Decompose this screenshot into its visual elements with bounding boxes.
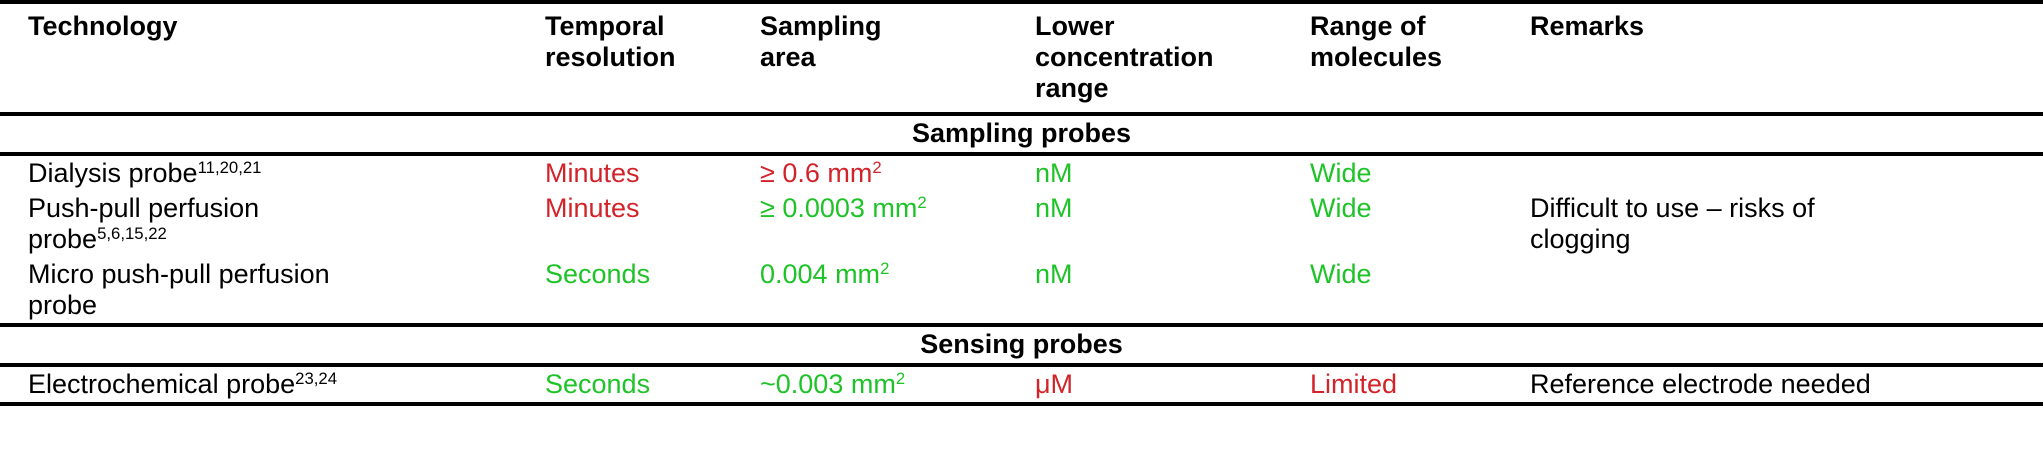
temporal-resolution-value: Seconds: [545, 369, 651, 399]
col-header-technology: Technology: [28, 11, 178, 41]
col-header-range-of-molecules: Range of molecules: [1310, 11, 1443, 72]
sampling-area-value: 0.004 mm2: [760, 258, 890, 289]
cell-lower-concentration-range: nM: [1035, 191, 1310, 257]
citation-superscript: 5,6,15,22: [97, 223, 167, 243]
lower-concentration-value: nM: [1035, 259, 1073, 289]
col-header-remarks: Remarks: [1530, 11, 1645, 41]
row-electrochemical-probe: Electrochemical probe23,24 Seconds ~0.00…: [0, 365, 2043, 406]
lower-concentration-value: nM: [1035, 158, 1073, 188]
exponent-superscript: 2: [872, 157, 882, 177]
cell-lower-concentration-range: nM: [1035, 154, 1310, 191]
cell-lower-concentration-range: μM: [1035, 365, 1310, 406]
lower-concentration-value: nM: [1035, 193, 1073, 223]
temporal-resolution-value: Minutes: [545, 158, 640, 188]
cell-temporal-resolution: Seconds: [545, 365, 760, 406]
remarks-text: Reference electrode needed: [1530, 369, 1871, 399]
technology-name: Dialysis probe: [28, 158, 198, 188]
row-micro-push-pull-perfusion-probe: Micro push-pull perfusion probe Seconds …: [0, 257, 2043, 325]
header-row: Technology Temporal resolution Sampling …: [0, 2, 2043, 114]
temporal-resolution-value: Seconds: [545, 259, 651, 289]
cell-remarks: [1530, 257, 2043, 325]
cell-range-of-molecules: Wide: [1310, 154, 1530, 191]
cell-technology: Electrochemical probe23,24: [0, 365, 545, 406]
cell-sampling-area: ≥ 0.6 mm2: [760, 154, 1035, 191]
exponent-superscript: 2: [917, 192, 927, 212]
technology-name: Push-pull perfusion probe: [28, 193, 260, 254]
molecule-range-value: Wide: [1310, 158, 1372, 188]
col-header-temporal-resolution: Temporal resolution: [545, 11, 676, 72]
technology-name: Electrochemical probe: [28, 369, 296, 399]
cell-temporal-resolution: Minutes: [545, 191, 760, 257]
molecule-range-value: Wide: [1310, 259, 1372, 289]
cell-lower-concentration-range: nM: [1035, 257, 1310, 325]
cell-remarks: [1530, 154, 2043, 191]
lower-concentration-value: μM: [1035, 369, 1074, 399]
citation-superscript: 23,24: [295, 368, 338, 388]
molecule-range-value: Limited: [1310, 369, 1398, 399]
cell-technology: Push-pull perfusion probe5,6,15,22: [0, 191, 545, 257]
cell-sampling-area: 0.004 mm2: [760, 257, 1035, 325]
section-title: Sensing probes: [0, 323, 2043, 367]
section-title: Sampling probes: [0, 112, 2043, 156]
cell-remarks: Reference electrode needed: [1530, 365, 2043, 406]
technology-name: Micro push-pull perfusion probe: [28, 259, 330, 320]
cell-sampling-area: ≥ 0.0003 mm2: [760, 191, 1035, 257]
sampling-area-value: ≥ 0.0003 mm2: [760, 192, 927, 223]
sampling-area-value: ≥ 0.6 mm2: [760, 157, 882, 188]
section-row-sensing-probes: Sensing probes: [0, 323, 2043, 367]
remarks-text: Difficult to use – risks of clogging: [1530, 193, 1815, 254]
cell-remarks: Difficult to use – risks of clogging: [1530, 191, 2043, 257]
citation-superscript: 11,20,21: [197, 157, 262, 177]
row-push-pull-perfusion-probe: Push-pull perfusion probe5,6,15,22 Minut…: [0, 191, 2043, 257]
cell-range-of-molecules: Wide: [1310, 257, 1530, 325]
cell-technology: Dialysis probe11,20,21: [0, 154, 545, 191]
temporal-resolution-value: Minutes: [545, 193, 640, 223]
col-header-sampling-area: Sampling area: [760, 11, 882, 72]
cell-temporal-resolution: Minutes: [545, 154, 760, 191]
cell-technology: Micro push-pull perfusion probe: [0, 257, 545, 325]
cell-temporal-resolution: Seconds: [545, 257, 760, 325]
exponent-superscript: 2: [895, 368, 906, 388]
cell-sampling-area: ~0.003 mm2: [760, 365, 1035, 406]
exponent-superscript: 2: [880, 258, 890, 278]
molecule-range-value: Wide: [1310, 193, 1372, 223]
probe-comparison-table: Technology Temporal resolution Sampling …: [0, 0, 2043, 406]
cell-range-of-molecules: Limited: [1310, 365, 1530, 406]
row-dialysis-probe: Dialysis probe11,20,21 Minutes ≥ 0.6 mm2…: [0, 154, 2043, 191]
section-row-sampling-probes: Sampling probes: [0, 112, 2043, 156]
col-header-lower-concentration-range: Lower concentration range: [1035, 11, 1214, 103]
sampling-area-value: ~0.003 mm2: [760, 368, 906, 399]
cell-range-of-molecules: Wide: [1310, 191, 1530, 257]
